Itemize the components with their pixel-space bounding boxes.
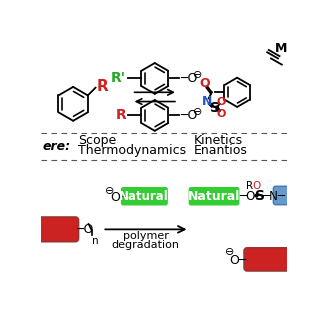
Text: R': R' bbox=[111, 71, 126, 85]
Text: R: R bbox=[97, 79, 109, 94]
Text: ⊖: ⊖ bbox=[193, 69, 203, 80]
Text: ─O: ─O bbox=[180, 72, 197, 85]
Text: Thermodynamics: Thermodynamics bbox=[78, 144, 186, 157]
Text: R: R bbox=[246, 181, 253, 191]
Text: R: R bbox=[115, 108, 126, 122]
Text: Enantios: Enantios bbox=[193, 144, 247, 157]
Text: ─O: ─O bbox=[76, 223, 93, 236]
Text: ⊖: ⊖ bbox=[105, 186, 115, 196]
Text: S: S bbox=[210, 101, 220, 116]
Text: n: n bbox=[92, 236, 99, 246]
FancyBboxPatch shape bbox=[121, 187, 168, 205]
Text: O: O bbox=[216, 97, 226, 107]
FancyBboxPatch shape bbox=[273, 186, 293, 205]
Text: S: S bbox=[255, 189, 265, 203]
Text: ─O: ─O bbox=[180, 109, 197, 122]
Text: ⊖: ⊖ bbox=[193, 107, 203, 116]
FancyBboxPatch shape bbox=[189, 187, 239, 205]
FancyBboxPatch shape bbox=[38, 217, 78, 242]
Text: O─: O─ bbox=[229, 254, 247, 267]
Text: O: O bbox=[216, 109, 226, 119]
Text: polymer: polymer bbox=[123, 231, 168, 241]
Text: Kinetics: Kinetics bbox=[193, 134, 242, 147]
Text: ─N─: ─N─ bbox=[262, 190, 285, 203]
Text: Natural: Natural bbox=[188, 190, 240, 203]
Text: O: O bbox=[252, 181, 260, 191]
Text: degradation: degradation bbox=[111, 240, 180, 250]
Text: O: O bbox=[199, 77, 210, 90]
Text: N: N bbox=[202, 95, 212, 108]
Text: Scope: Scope bbox=[78, 134, 116, 147]
Text: ⊖: ⊖ bbox=[225, 247, 234, 258]
FancyBboxPatch shape bbox=[244, 248, 290, 271]
Text: ─O─: ─O─ bbox=[239, 190, 262, 203]
Text: ere:: ere: bbox=[42, 140, 70, 153]
Text: O─: O─ bbox=[110, 191, 127, 204]
Text: M: M bbox=[275, 42, 287, 55]
Text: Natural: Natural bbox=[119, 190, 169, 203]
